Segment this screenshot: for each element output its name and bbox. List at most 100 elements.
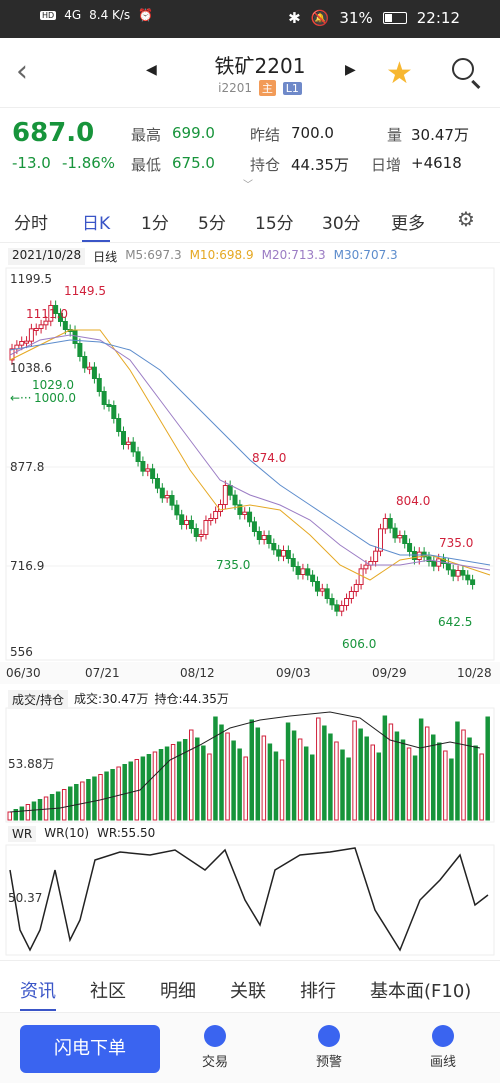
volume-bars	[7, 715, 490, 821]
price-change-pct: -1.86%	[62, 154, 116, 172]
draw-button[interactable]: 画线	[408, 1025, 478, 1070]
annotation-label: 1149.5	[64, 284, 106, 298]
volume-bar	[334, 741, 339, 821]
tab-more[interactable]: 更多	[391, 214, 425, 234]
tab-daily-k[interactable]: 日K	[82, 209, 111, 242]
kline-info-bar: 2021/10/28 日线 M5:697.3 M10:698.9 M20:713…	[8, 248, 398, 265]
ma10-line	[9, 329, 491, 581]
candle-body	[96, 378, 102, 392]
volume-bar	[297, 738, 303, 821]
volume-bar	[195, 737, 200, 821]
x-label: 09/03	[276, 666, 311, 680]
volume-bar	[358, 728, 363, 821]
alert-button[interactable]: 预警	[294, 1025, 364, 1070]
candle-body	[213, 511, 219, 519]
ma30-value: M30:707.3	[333, 248, 398, 262]
volume-indicator-dropdown[interactable]: 成交/持仓	[8, 690, 69, 709]
open-interest-line	[9, 711, 481, 813]
volume-bar	[43, 796, 49, 821]
volume-y-label: 53.88万	[8, 757, 54, 771]
candle-body	[91, 366, 97, 379]
candle-body	[300, 568, 306, 575]
flash-order-button[interactable]: 闪电下单	[20, 1025, 160, 1073]
volume-bar	[110, 769, 115, 821]
annotation-label: 1029.0	[32, 378, 74, 392]
trade-button[interactable]: 交易	[180, 1025, 250, 1070]
tab-fundamentals[interactable]: 基本面(F10)	[370, 981, 472, 1002]
candle-body	[353, 584, 359, 592]
expand-chevron-icon[interactable]: ﹀	[243, 180, 253, 191]
tab-community[interactable]: 社区	[90, 981, 126, 1002]
tab-15min[interactable]: 15分	[255, 214, 294, 234]
tab-5min[interactable]: 5分	[198, 214, 226, 234]
volume-bar	[376, 752, 382, 821]
tab-1min[interactable]: 1分	[141, 214, 169, 234]
candle-body	[339, 605, 345, 612]
annotation-label: 1111.0	[26, 307, 68, 321]
volume-bar	[273, 751, 279, 821]
wr-indicator-dropdown[interactable]: WR	[8, 826, 37, 842]
volume-bar	[394, 731, 400, 821]
candle-body	[397, 535, 403, 539]
tab-ranking[interactable]: 排行	[300, 981, 336, 1002]
volume-bar	[473, 745, 478, 821]
ma30-line	[9, 339, 491, 566]
search-icon[interactable]	[452, 58, 474, 80]
volume-bar	[219, 724, 224, 821]
tab-news[interactable]: 资讯	[20, 977, 56, 1011]
volume-bar	[310, 754, 315, 821]
high-value: 699.0	[172, 124, 215, 142]
candle-body	[169, 495, 175, 506]
candle-body	[431, 561, 437, 567]
candle-body	[344, 598, 350, 606]
volume-bar	[285, 722, 291, 821]
tab-details[interactable]: 明细	[160, 981, 196, 1002]
settings-gear-icon[interactable]: ⚙	[457, 207, 475, 231]
tab-timeshare[interactable]: 分时	[14, 214, 48, 234]
volume-bar	[164, 746, 170, 821]
volume-bar	[182, 739, 188, 821]
volume-bar	[122, 764, 127, 821]
candle-body	[150, 468, 156, 480]
arrow-left-icon: ←···	[10, 391, 32, 405]
back-icon[interactable]: ‹	[16, 54, 28, 89]
volume-bar	[104, 771, 109, 821]
candle-body	[33, 328, 39, 331]
candle-body	[19, 341, 25, 346]
candle-body	[237, 504, 243, 516]
volume-bar	[370, 744, 375, 821]
annotation-label: 642.5	[438, 615, 472, 629]
volume-bar	[158, 749, 164, 821]
tab-30min[interactable]: 30分	[322, 214, 361, 234]
volume-bar	[19, 806, 25, 821]
volume-bar	[303, 746, 309, 821]
volume-bar	[485, 716, 490, 821]
bell-icon	[318, 1025, 340, 1047]
volume-bar	[406, 747, 412, 821]
alert-label: 预警	[315, 1055, 342, 1070]
ma20-line	[9, 334, 491, 571]
kline-period: 日线	[93, 250, 118, 264]
volume-bar	[400, 739, 406, 821]
favorite-star-icon[interactable]: ★	[386, 56, 413, 91]
volume-bar	[346, 757, 351, 821]
candle-body	[43, 320, 49, 326]
trade-label: 交易	[201, 1055, 228, 1070]
volume-bar	[431, 734, 436, 821]
candle-body	[87, 366, 93, 370]
annotation-label: 735.0	[216, 558, 250, 572]
last-price: 687.0	[12, 118, 95, 148]
candle-body	[188, 520, 194, 529]
prev-contract-icon[interactable]: ◀	[146, 62, 157, 78]
tab-related[interactable]: 关联	[230, 981, 266, 1002]
candle-body	[193, 528, 199, 537]
quote-panel: 687.0 -13.0 -1.86% 最高 699.0 最低 675.0 昨结 …	[0, 108, 500, 190]
x-axis-bar	[0, 662, 500, 684]
candle-body	[121, 431, 127, 445]
volume-bar	[61, 789, 67, 821]
chart-canvas[interactable]: 1199.5 1038.6 877.8 716.9 556 1149.5 111…	[0, 0, 500, 960]
next-contract-icon[interactable]: ▶	[345, 62, 356, 78]
volume-bar	[237, 748, 242, 821]
y-label: 877.8	[10, 460, 44, 474]
candle-body	[77, 343, 83, 357]
